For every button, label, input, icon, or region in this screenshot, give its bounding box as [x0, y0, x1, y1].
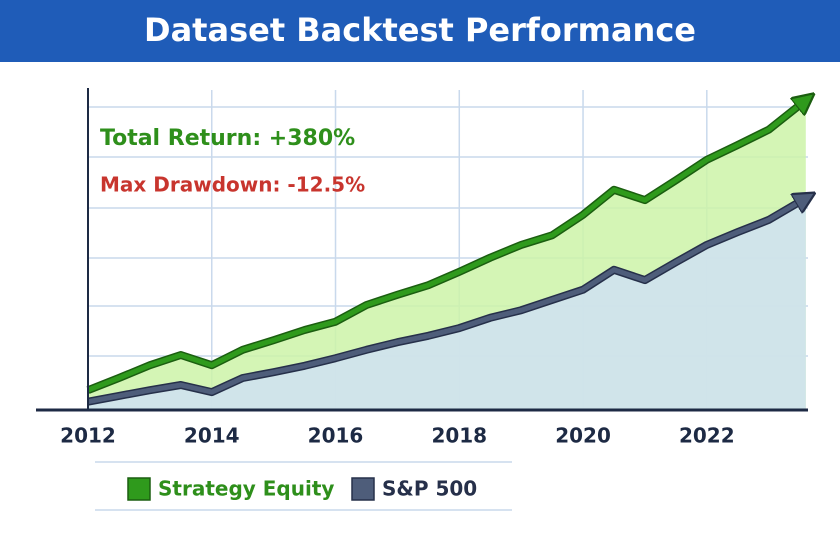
legend-label: S&P 500 [382, 477, 477, 501]
area [88, 198, 806, 410]
line [87, 100, 806, 393]
legend-label: Strategy Equity [158, 477, 334, 501]
x-tick-label: 2012 [60, 424, 116, 448]
annotation: Total Return: +380% [100, 126, 355, 151]
x-tick-label: 2014 [184, 424, 240, 448]
legend-swatch [351, 477, 375, 501]
x-tick-label: 2022 [679, 424, 735, 448]
x-tick-label: 2020 [555, 424, 611, 448]
legend-swatch [127, 477, 151, 501]
title-banner [0, 0, 840, 62]
annotation: Max Drawdown: -12.5% [100, 173, 365, 197]
x-tick-label: 2016 [308, 424, 364, 448]
x-tick-label: 2018 [431, 424, 487, 448]
chart-title: Dataset Backtest Performance [144, 11, 696, 49]
legend: Strategy Equity S&P 500 [127, 477, 477, 501]
line [87, 198, 806, 405]
